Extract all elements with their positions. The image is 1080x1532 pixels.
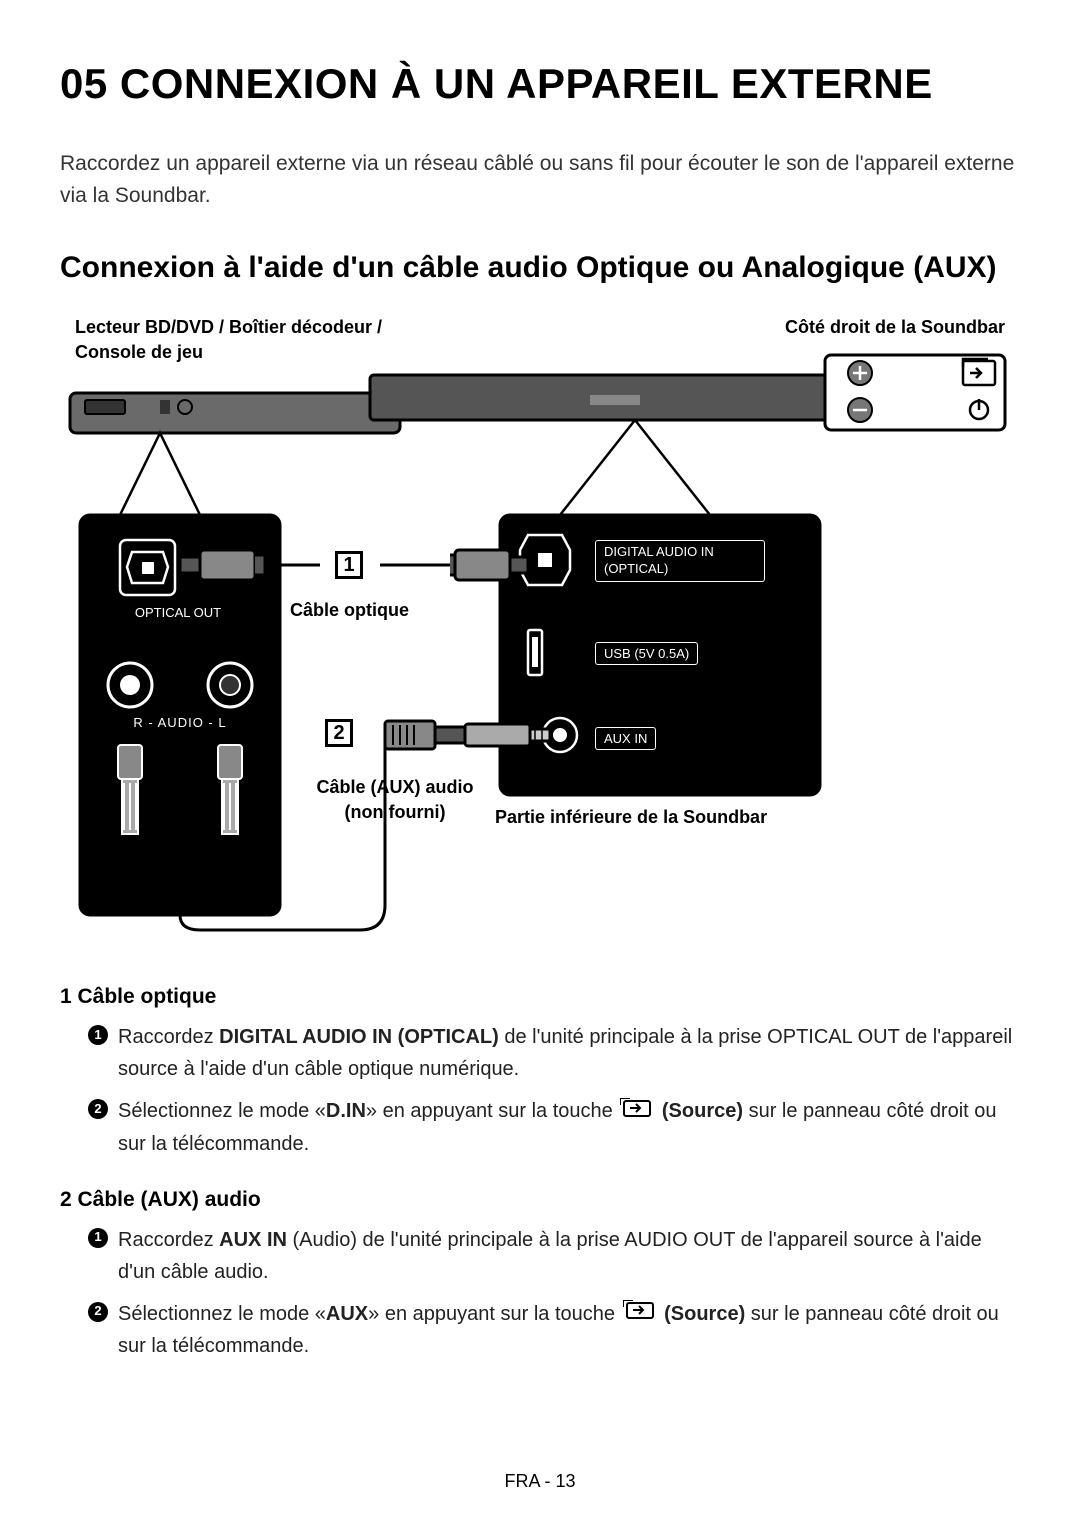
instr-list-1: 1 Raccordez DIGITAL AUDIO IN (OPTICAL) d… bbox=[60, 1021, 1020, 1160]
usb-label: USB (5V 0.5A) bbox=[595, 642, 698, 665]
instr-1-1: 1 Raccordez DIGITAL AUDIO IN (OPTICAL) d… bbox=[88, 1021, 1020, 1085]
optical-cable-label: Câble optique bbox=[290, 598, 409, 623]
instr-2-2: 2 Sélectionnez le mode «AUX» en appuyant… bbox=[88, 1298, 1020, 1363]
instr-1-2: 2 Sélectionnez le mode «D.IN» en appuyan… bbox=[88, 1095, 1020, 1160]
optical-out-label: OPTICAL OUT bbox=[108, 605, 248, 620]
aux-cable-label-1: Câble (AUX) audio bbox=[310, 775, 480, 800]
connection-diagram: Lecteur BD/DVD / Boîtier décodeur / Cons… bbox=[60, 315, 1020, 945]
audio-rl-label: R - AUDIO - L bbox=[100, 715, 260, 730]
page-footer: FRA - 13 bbox=[0, 1471, 1080, 1492]
diagram-num-1: 1 bbox=[335, 551, 363, 579]
instructions-block: 1 Câble optique 1 Raccordez DIGITAL AUDI… bbox=[60, 985, 1020, 1362]
intro-paragraph: Raccordez un appareil externe via un rés… bbox=[60, 148, 1020, 211]
instr-heading-2: 2 Câble (AUX) audio bbox=[60, 1188, 1020, 1212]
circled-1-icon: 1 bbox=[88, 1025, 108, 1045]
digital-audio-in-label: DIGITAL AUDIO IN (OPTICAL) bbox=[595, 540, 765, 582]
instr-2-1: 1 Raccordez AUX IN (Audio) de l'unité pr… bbox=[88, 1224, 1020, 1288]
page-title: 05 CONNEXION À UN APPAREIL EXTERNE bbox=[60, 60, 1020, 108]
circled-1-icon: 1 bbox=[88, 1228, 108, 1248]
soundbar-bottom-label: Partie inférieure de la Soundbar bbox=[495, 805, 767, 830]
source-device-label: Lecteur BD/DVD / Boîtier décodeur / Cons… bbox=[75, 315, 395, 365]
source-icon bbox=[620, 1096, 654, 1128]
diagram-svg bbox=[60, 315, 1020, 945]
aux-in-label: AUX IN bbox=[595, 727, 656, 750]
right-side-label: Côté droit de la Soundbar bbox=[785, 315, 1005, 340]
diagram-num-2: 2 bbox=[325, 719, 353, 747]
instr-list-2: 1 Raccordez AUX IN (Audio) de l'unité pr… bbox=[60, 1224, 1020, 1363]
source-icon bbox=[623, 1298, 657, 1330]
instr-heading-1: 1 Câble optique bbox=[60, 985, 1020, 1009]
aux-cable-label-2: (non fourni) bbox=[310, 800, 480, 825]
section-subtitle: Connexion à l'aide d'un câble audio Opti… bbox=[60, 251, 1020, 285]
circled-2-icon: 2 bbox=[88, 1099, 108, 1119]
circled-2-icon: 2 bbox=[88, 1302, 108, 1322]
